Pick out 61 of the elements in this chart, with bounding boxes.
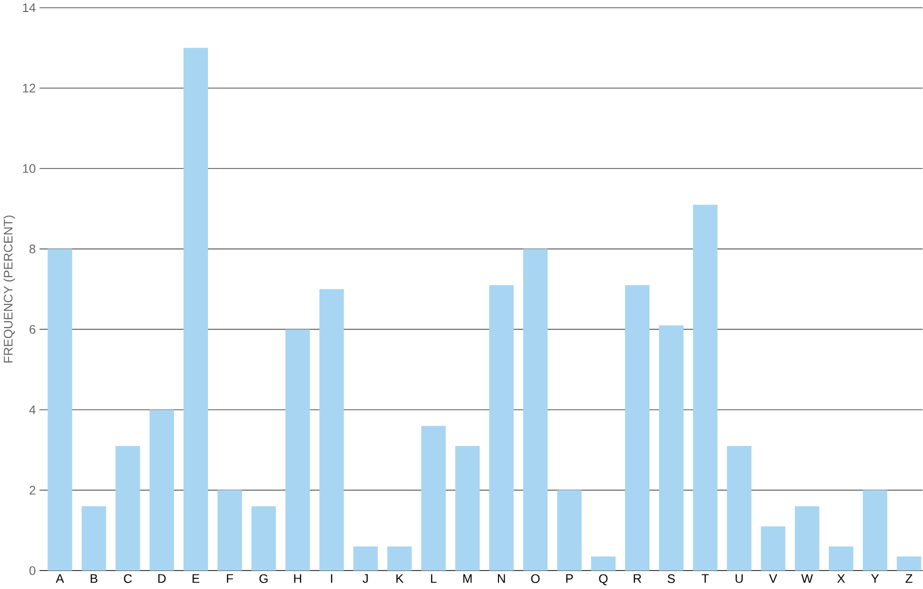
x-tick-label: I [331, 574, 332, 583]
bar [489, 285, 514, 571]
x-tick-label: U [736, 574, 743, 584]
bar [82, 506, 106, 571]
bar [285, 330, 310, 571]
x-tick-label: T [702, 574, 709, 583]
bar [557, 490, 582, 571]
x-tick-label: L [431, 574, 437, 583]
x-tick-label: K [396, 574, 404, 583]
bar [455, 446, 480, 571]
x-tick-label: D [158, 574, 166, 583]
x-tick-label: A [56, 574, 64, 583]
bar [116, 446, 140, 571]
x-tick-label: Q [599, 574, 608, 586]
bar [48, 249, 72, 571]
bar [421, 426, 446, 571]
x-tick-label: B [90, 574, 98, 583]
x-tick-label: W [801, 574, 813, 583]
x-tick-label: O [531, 574, 540, 584]
y-tick-label: 4 [29, 406, 36, 414]
y-axis-title: FREQUENCY (PERCENT) [3, 216, 15, 363]
bar [625, 285, 650, 571]
bar [251, 506, 276, 571]
bar [353, 546, 378, 571]
y-tick-label: 2 [30, 486, 36, 495]
bar [794, 506, 820, 571]
x-tick-label: P [566, 574, 573, 583]
bar [319, 289, 344, 571]
bar [217, 490, 242, 571]
bar [862, 490, 888, 571]
y-tick-label: 10 [23, 164, 36, 174]
y-tick-label: 14 [23, 4, 36, 12]
x-tick-label: N [498, 574, 505, 583]
y-tick-label: 12 [23, 84, 36, 93]
bar [150, 410, 174, 571]
bar [387, 546, 412, 571]
bar [828, 546, 854, 571]
x-tick-label: F [226, 574, 234, 583]
x-tick-label: Y [871, 574, 879, 583]
bar [659, 325, 684, 571]
x-tick-label: J [362, 574, 368, 584]
x-tick-label: H [294, 574, 302, 583]
y-tick-label: 8 [30, 244, 36, 254]
bar [184, 48, 208, 571]
bar [896, 556, 922, 571]
x-tick-label: V [769, 574, 778, 583]
x-tick-label: S [668, 574, 675, 584]
x-tick-label: E [192, 574, 200, 583]
bar [692, 204, 718, 571]
y-tick-label: 0 [29, 566, 36, 576]
x-tick-label: C [124, 574, 132, 584]
y-tick-label: 6 [30, 325, 36, 334]
x-tick-label: X [837, 574, 845, 583]
bar [760, 526, 786, 571]
bar [523, 249, 548, 571]
x-tick-label: R [634, 574, 642, 583]
bar [726, 446, 752, 571]
x-tick-label: Z [906, 574, 912, 583]
x-tick-label: G [259, 574, 268, 584]
x-tick-label: M [463, 574, 472, 583]
bar [591, 556, 616, 571]
